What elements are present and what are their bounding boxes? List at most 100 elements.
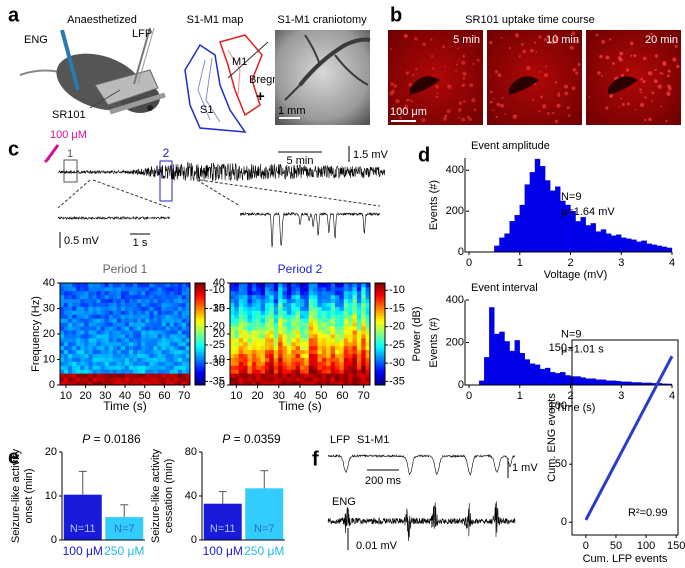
spectrogram-cell — [173, 322, 179, 327]
spectrogram-cell — [92, 377, 97, 382]
spectrogram-cell — [141, 302, 146, 307]
spectrogram-cell — [181, 290, 187, 296]
x-tick-label: 70 — [358, 390, 370, 402]
time-label: 5 min — [453, 34, 480, 46]
spectrogram-cell — [153, 337, 158, 343]
spectrogram-cell — [300, 283, 305, 288]
spectrogram-cell — [343, 365, 349, 370]
spectrogram-cell — [234, 337, 240, 343]
time-label: 20 min — [645, 34, 678, 46]
spectrogram-cell — [348, 353, 353, 358]
spectrogram-cell — [317, 298, 323, 304]
spectrogram-cell — [116, 337, 122, 343]
spectrogram-cell — [116, 349, 122, 355]
spectrogram-cell — [76, 341, 81, 347]
colorbar-tick-label: -25 — [389, 339, 405, 351]
spectrogram-cell — [343, 294, 349, 300]
spectrogram-cell — [286, 341, 292, 347]
x-tick-label: 10 — [230, 390, 242, 402]
colorbar-cell — [375, 349, 385, 353]
spectrogram-cell — [356, 369, 362, 374]
spectrogram-cell — [282, 322, 288, 327]
spectrogram-cell — [313, 369, 318, 374]
panel-label: c — [8, 138, 19, 160]
spectrogram-cell — [282, 349, 288, 355]
histogram-bar — [484, 357, 490, 386]
y-tick-label: 150 — [549, 342, 567, 354]
spectrogram-cell — [251, 345, 257, 351]
spectrogram-cell — [330, 306, 336, 311]
spectrogram-cell — [165, 365, 171, 370]
spectrogram-cell — [116, 310, 122, 315]
spectrogram-cell — [100, 330, 106, 335]
spectrogram-cell — [321, 369, 327, 374]
spectrogram-cell — [149, 353, 154, 358]
spectrogram-cell — [108, 330, 114, 335]
spectrogram-cell — [321, 322, 327, 327]
spectrogram-cell — [157, 294, 162, 300]
histogram-bar — [605, 380, 612, 386]
spectrogram-cell — [278, 290, 283, 296]
spectrogram-cell — [339, 294, 345, 300]
spectrogram-cell — [173, 290, 179, 296]
spectrogram-cell — [286, 330, 292, 335]
spectrogram-cell — [153, 290, 158, 296]
spectrogram-cell — [247, 349, 253, 355]
spectrogram-cell — [108, 310, 114, 315]
spectrogram-cell — [116, 357, 122, 362]
spectrogram-cell — [68, 357, 73, 362]
cell — [556, 103, 561, 108]
spectrogram-cell — [165, 290, 171, 296]
histogram-bar — [595, 379, 602, 386]
spectrogram-cell — [282, 294, 288, 300]
spectrogram-cell — [92, 349, 97, 355]
spectrogram-cell — [141, 322, 146, 327]
cell — [443, 116, 447, 121]
spectrogram-cell — [125, 294, 130, 300]
spectrogram-cell — [234, 322, 240, 327]
spectrogram-cell — [165, 377, 171, 382]
spectrogram-cell — [165, 306, 171, 311]
spectrogram-cell — [76, 349, 81, 355]
spectrogram-cell — [145, 334, 150, 339]
x-tick-label: 4 — [669, 390, 675, 402]
spectrogram-cell — [308, 381, 314, 386]
spectrogram-cell — [295, 298, 301, 304]
cell — [642, 56, 647, 61]
spectrogram-cell — [295, 326, 301, 331]
spectrogram-cell — [291, 345, 297, 351]
spectrogram-cell — [116, 318, 122, 323]
spectrogram-cell — [321, 310, 327, 315]
spectrogram-cell — [295, 294, 301, 300]
spectrogram-cell — [269, 353, 275, 358]
spectrogram-cell — [157, 337, 162, 343]
spectrogram-cell — [330, 369, 336, 374]
spectrogram-cell — [96, 373, 102, 378]
spectrogram-cell — [278, 365, 283, 370]
spectrogram-cell — [251, 381, 257, 386]
spectrogram-cell — [120, 365, 126, 370]
spectrogram-cell — [265, 337, 270, 343]
spectrogram-cell — [330, 341, 336, 347]
spectrogram-cell — [330, 337, 336, 343]
spectrogram-cell — [330, 334, 336, 339]
spectrogram-cell — [80, 310, 85, 315]
spectrogram-cell — [361, 286, 367, 292]
cell — [601, 75, 603, 77]
spectrogram-cell — [265, 345, 270, 351]
spectrogram-cell — [80, 306, 85, 311]
spectrogram-cell — [230, 306, 235, 311]
spectrogram-cell — [308, 334, 314, 339]
spectrogram-cell — [92, 310, 97, 315]
spectrogram-cell — [169, 373, 175, 378]
spectrogram-cell — [76, 322, 81, 327]
spectrogram-cell — [161, 369, 167, 374]
label: M1 — [232, 56, 247, 68]
spectrogram-cell — [278, 377, 283, 382]
spectrogram-cell — [269, 361, 275, 366]
spectrogram-cell — [133, 302, 138, 307]
spectrogram-cell — [335, 318, 340, 323]
colorbar-cell — [195, 318, 205, 322]
spectrogram-cell — [125, 286, 130, 292]
histogram-bar — [509, 350, 515, 386]
